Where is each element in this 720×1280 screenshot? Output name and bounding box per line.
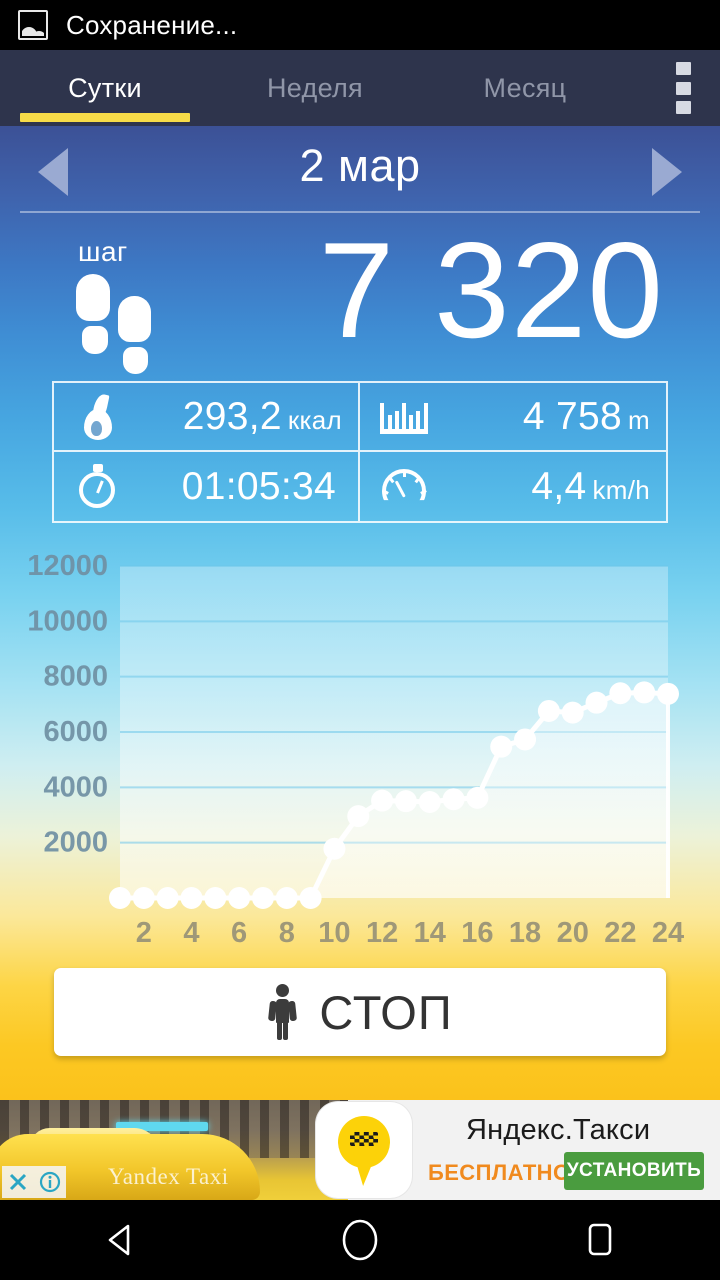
steps-icon-block: шаг xyxy=(60,236,200,374)
taxi-pin-icon xyxy=(316,1102,412,1198)
pedestrian-icon xyxy=(267,984,298,1040)
svg-text:6: 6 xyxy=(231,917,247,945)
back-triangle-icon[interactable] xyxy=(0,1218,240,1262)
svg-text:12: 12 xyxy=(366,917,398,945)
svg-text:4000: 4000 xyxy=(43,771,108,803)
svg-text:22: 22 xyxy=(604,917,636,945)
tab-indicator xyxy=(20,113,190,122)
stop-button[interactable]: СТОП xyxy=(54,968,666,1056)
date-navigator: 2 мар xyxy=(0,126,720,211)
svg-text:20: 20 xyxy=(557,917,589,945)
svg-text:10: 10 xyxy=(318,917,350,945)
stat-distance-value: 4 758 m xyxy=(432,395,650,439)
ad-install-label: УСТАНОВИТЬ xyxy=(566,1160,702,1181)
svg-text:16: 16 xyxy=(461,917,493,945)
svg-text:2: 2 xyxy=(136,917,152,945)
tab-sutki[interactable]: Сутки xyxy=(68,72,142,103)
svg-text:12000: 12000 xyxy=(27,550,108,582)
date-divider xyxy=(20,211,700,213)
ad-free-label: БЕСПЛАТНО xyxy=(428,1160,571,1185)
stat-speed-number: 4,4 xyxy=(531,464,587,508)
stat-calories-number: 293,2 xyxy=(182,394,282,438)
stats-grid: 293,2 ккал 4 758 m xyxy=(52,381,668,523)
ad-watermark: Yandex Taxi xyxy=(108,1164,229,1189)
speedometer-icon xyxy=(376,467,432,507)
svg-text:24: 24 xyxy=(652,917,684,945)
stat-calories: 293,2 ккал xyxy=(54,383,360,452)
recents-square-icon[interactable] xyxy=(480,1216,720,1264)
svg-text:6000: 6000 xyxy=(43,716,108,748)
chevron-left-icon[interactable] xyxy=(38,148,68,196)
stat-speed: 4,4 km/h xyxy=(360,452,666,521)
steps-chart: 2000 4000 6000 8000 10000 12000 2 4 6 8 10 12 14 16 18… xyxy=(0,545,720,945)
stat-distance-unit: m xyxy=(628,404,650,435)
stat-calories-unit: ккал xyxy=(287,404,342,435)
steps-label: шаг xyxy=(78,236,128,267)
android-nav-bar xyxy=(0,1200,720,1280)
image-icon xyxy=(18,10,48,40)
svg-text:2000: 2000 xyxy=(43,827,108,859)
overflow-menu-icon[interactable] xyxy=(672,62,694,114)
stat-distance: 4 758 m xyxy=(360,383,666,452)
stop-button-label: СТОП xyxy=(319,985,453,1039)
info-icon[interactable] xyxy=(34,1166,66,1198)
svg-text:8: 8 xyxy=(279,917,295,945)
status-bar-text: Сохранение... xyxy=(66,9,238,40)
ad-install-button[interactable]: УСТАНОВИТЬ xyxy=(564,1152,704,1190)
svg-text:4: 4 xyxy=(183,917,199,945)
status-bar: Сохранение... xyxy=(0,0,720,50)
footprints-icon xyxy=(76,274,176,374)
svg-text:14: 14 xyxy=(414,917,446,945)
stat-distance-number: 4 758 xyxy=(522,394,623,438)
ad-title: Яндекс.Такси xyxy=(466,1114,651,1146)
svg-text:8000: 8000 xyxy=(43,661,108,693)
stat-duration-value: 01:05:34 xyxy=(126,465,342,509)
svg-text:10000: 10000 xyxy=(27,605,108,637)
ruler-icon xyxy=(376,400,432,434)
stat-speed-unit: km/h xyxy=(592,474,650,505)
stopwatch-icon xyxy=(70,463,126,510)
home-circle-icon[interactable] xyxy=(240,1216,480,1264)
stat-duration-number: 01:05:34 xyxy=(181,464,336,508)
tab-mesyac[interactable]: Месяц xyxy=(483,72,567,103)
current-date: 2 мар xyxy=(299,140,421,191)
svg-text:18: 18 xyxy=(509,917,541,945)
flame-icon xyxy=(70,392,126,440)
tab-nedelya[interactable]: Неделя xyxy=(267,72,363,103)
chevron-right-icon[interactable] xyxy=(652,148,682,196)
stat-calories-value: 293,2 ккал xyxy=(126,395,342,439)
ad-banner[interactable]: Yandex Taxi Яндекс.Такси БЕСПЛАТНО УСТАН… xyxy=(0,1100,720,1200)
stat-speed-value: 4,4 km/h xyxy=(432,465,650,509)
stat-duration: 01:05:34 xyxy=(54,452,360,521)
steps-value: 7 320 xyxy=(318,214,664,366)
close-icon[interactable] xyxy=(2,1166,34,1198)
